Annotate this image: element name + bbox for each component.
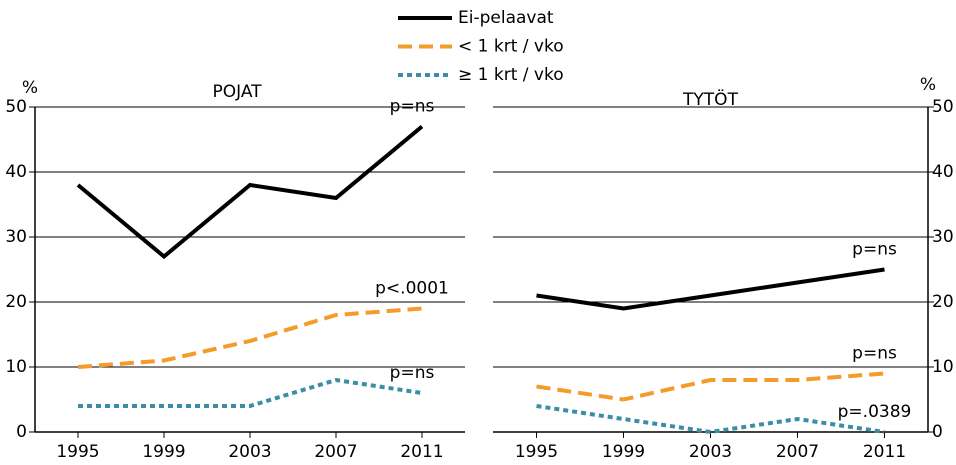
y-tick-label: 50 xyxy=(932,97,954,117)
series-line xyxy=(78,377,423,408)
y-tick-label: 20 xyxy=(5,292,27,312)
annotation: p<.0001 xyxy=(375,279,449,299)
x-tick-label: 2007 xyxy=(314,442,357,462)
y-tick-label: 30 xyxy=(5,227,27,247)
x-tick-label: 1999 xyxy=(142,442,185,462)
x-tick-label: 2011 xyxy=(400,442,443,462)
annotation: p=ns xyxy=(390,363,435,383)
series-line xyxy=(76,124,424,260)
annotation: p=ns xyxy=(852,240,897,260)
y-tick-label: 10 xyxy=(5,357,27,377)
y-tick-label: 40 xyxy=(5,162,27,182)
x-tick-label: 1995 xyxy=(56,442,99,462)
y-tick-label: 0 xyxy=(932,422,943,442)
annotation: p=ns xyxy=(852,344,897,364)
y-tick-label: 0 xyxy=(16,422,27,442)
x-tick-label: 2011 xyxy=(863,442,906,462)
panel-title: TYTÖT xyxy=(682,88,739,110)
x-tick-label: 1999 xyxy=(602,442,645,462)
legend-label: ≥ 1 krt / vko xyxy=(458,65,564,85)
y-axis-label: % xyxy=(22,78,38,98)
legend-label: < 1 krt / vko xyxy=(458,37,564,57)
y-tick-label: 40 xyxy=(932,162,954,182)
y-tick-label: 50 xyxy=(5,97,27,117)
x-tick-label: 1995 xyxy=(515,442,558,462)
panel-title: POJAT xyxy=(212,82,262,102)
x-tick-label: 2003 xyxy=(228,442,271,462)
annotation: p=.0389 xyxy=(838,402,912,422)
series-line xyxy=(536,404,885,435)
annotation: p=ns xyxy=(390,97,435,117)
series-line xyxy=(536,267,885,311)
legend-label: Ei-pelaavat xyxy=(458,8,554,28)
y-tick-label: 30 xyxy=(932,227,954,247)
series-line xyxy=(77,306,423,369)
y-tick-label: 20 xyxy=(932,292,954,312)
series-line xyxy=(536,371,885,402)
x-tick-label: 2007 xyxy=(776,442,819,462)
y-tick-label: 10 xyxy=(932,357,954,377)
x-tick-label: 2003 xyxy=(689,442,732,462)
y-axis-label: % xyxy=(920,75,936,95)
